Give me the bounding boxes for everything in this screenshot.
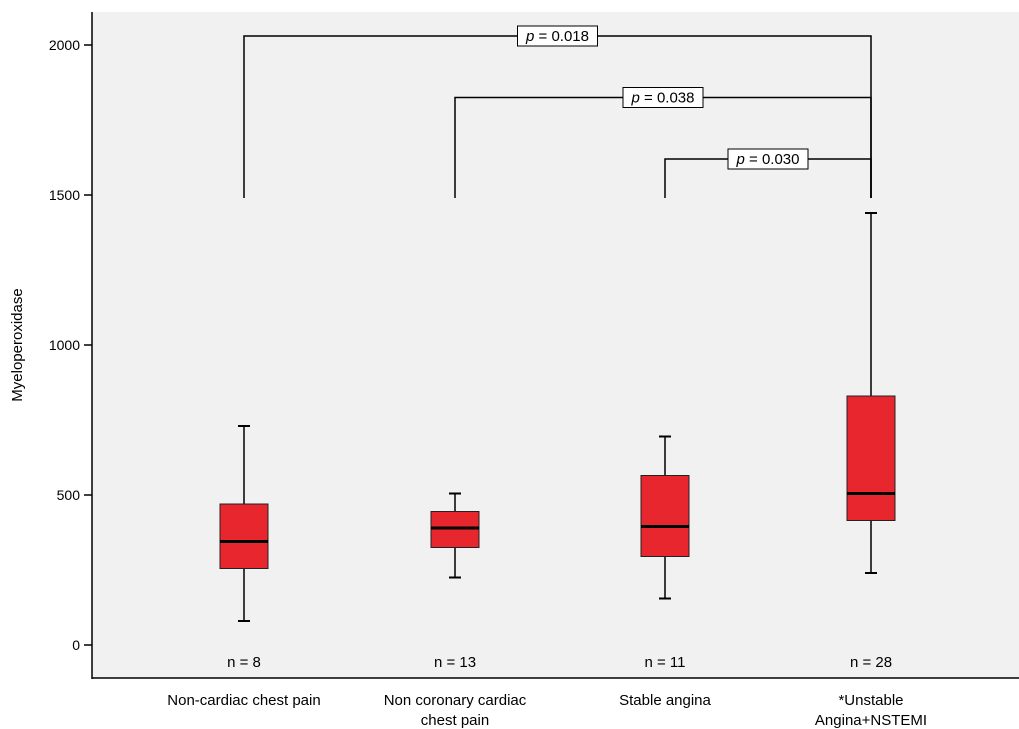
y-tick-label: 2000 (49, 37, 80, 53)
x-tick-label: Non coronary cardiac (384, 692, 527, 709)
sample-size-label: n = 28 (850, 654, 892, 671)
x-tick-label: Angina+NSTEMI (815, 712, 927, 729)
p-value-label: p = 0.030 (736, 151, 800, 168)
p-value-label: p = 0.038 (631, 90, 695, 107)
y-tick-label: 500 (57, 487, 81, 503)
box-iqr (640, 475, 690, 557)
plot-area (92, 12, 1019, 678)
y-ticks: 0 500 1000 1500 2000 (49, 37, 92, 653)
sample-size-labels: n = 8 n = 13 n = 11 n = 28 (227, 654, 892, 671)
p-value-box (622, 87, 704, 108)
boxes (219, 212, 896, 622)
p-value-box (517, 25, 598, 47)
y-tick-label: 0 (72, 637, 80, 653)
x-tick-labels: Non-cardiac chest pain Non coronary cardi… (167, 692, 927, 729)
box-iqr (846, 395, 896, 521)
comparison-brackets: p = 0.018 p = 0.038 p = 0.030 (243, 25, 872, 198)
x-tick-label: Stable angina (619, 692, 711, 709)
x-tick-label: chest pain (421, 712, 489, 729)
sample-size-label: n = 11 (644, 654, 685, 671)
x-tick-label: Non-cardiac chest pain (167, 692, 320, 709)
sample-size-label: n = 8 (227, 654, 261, 671)
box-iqr (219, 503, 269, 569)
sample-size-label: n = 13 (434, 654, 476, 671)
p-value-box (727, 148, 809, 170)
y-axis-label: Myeloperoxidase (9, 288, 26, 401)
y-tick-label: 1000 (49, 337, 80, 353)
p-value-label: p = 0.018 (525, 28, 589, 45)
x-tick-label: *Unstable (838, 692, 903, 709)
y-tick-label: 1500 (49, 187, 80, 203)
